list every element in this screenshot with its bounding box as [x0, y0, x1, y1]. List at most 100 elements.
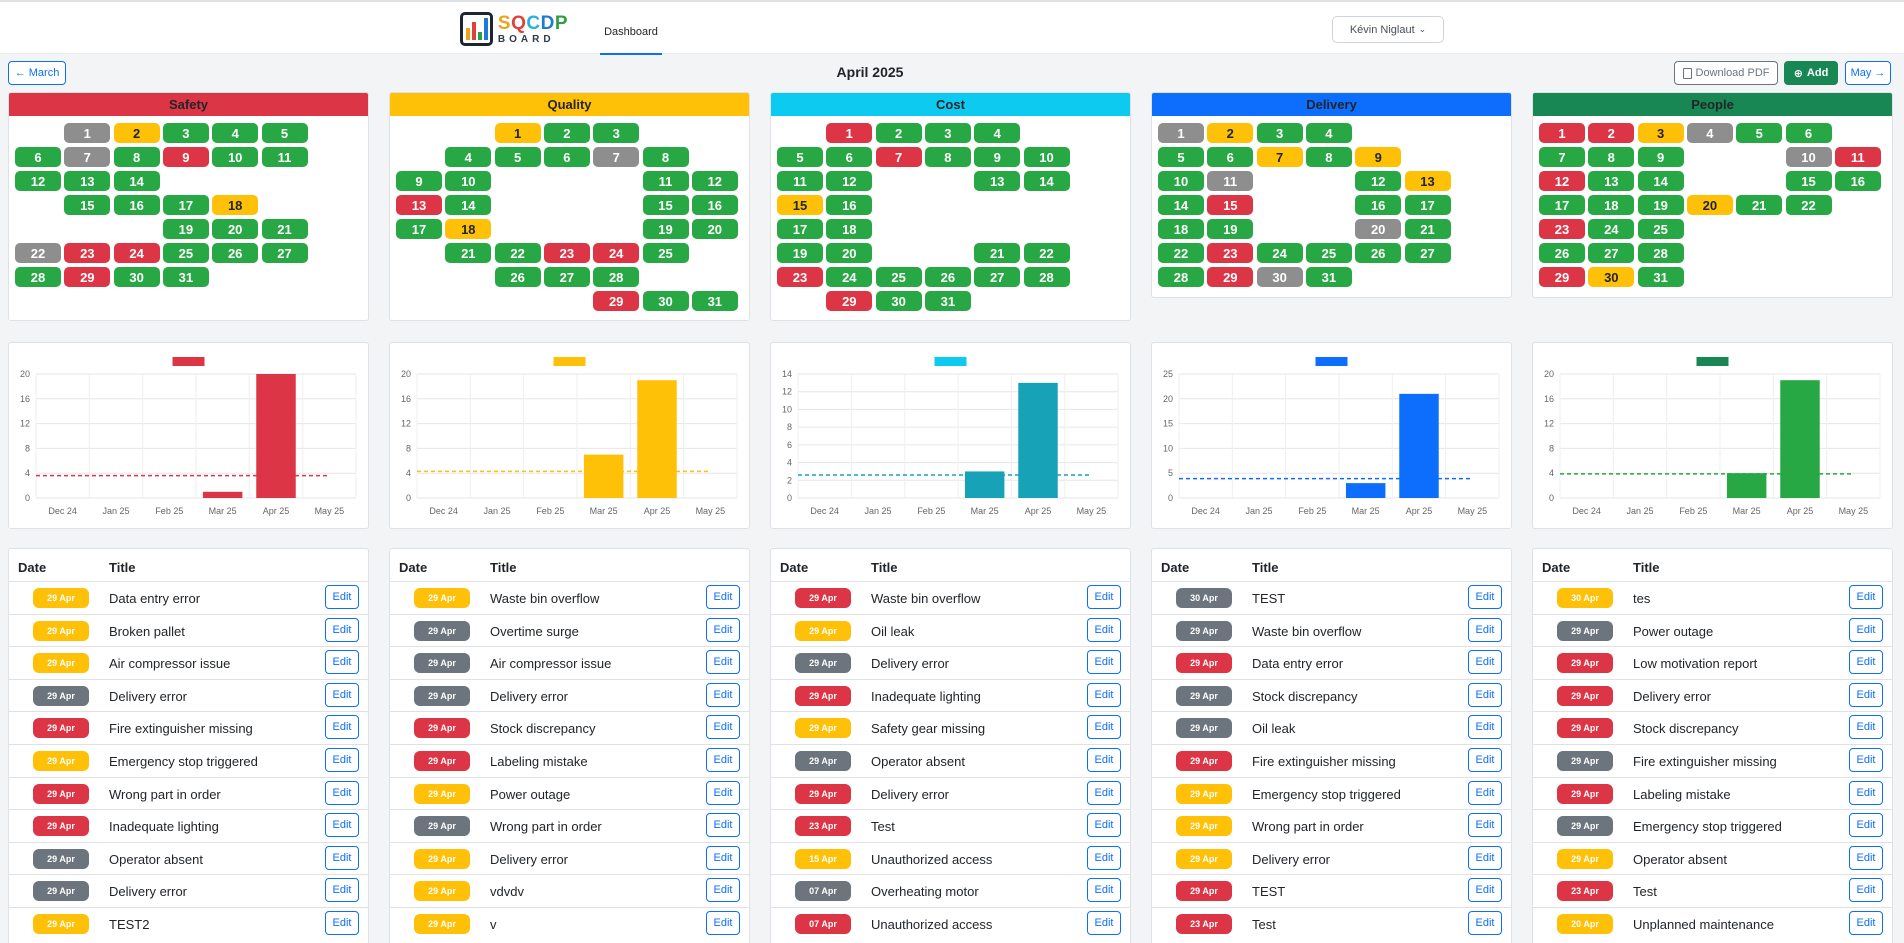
calendar-day[interactable]: 16: [1833, 170, 1882, 192]
edit-button[interactable]: Edit: [1087, 617, 1121, 642]
calendar-day[interactable]: 23: [1206, 242, 1255, 264]
edit-button[interactable]: Edit: [325, 715, 359, 740]
calendar-day[interactable]: 11: [641, 170, 690, 192]
calendar-day[interactable]: 28: [1022, 266, 1071, 288]
calendar-day[interactable]: 30: [112, 266, 161, 288]
next-month-button[interactable]: May →: [1845, 61, 1891, 85]
calendar-day[interactable]: 14: [444, 194, 493, 216]
calendar-day[interactable]: 12: [1354, 170, 1403, 192]
edit-button[interactable]: Edit: [706, 682, 740, 707]
calendar-day[interactable]: 18: [825, 218, 874, 240]
calendar-day[interactable]: 19: [776, 242, 824, 264]
calendar-day[interactable]: 5: [260, 122, 309, 144]
calendar-day[interactable]: 28: [1157, 266, 1205, 288]
calendar-day[interactable]: 15: [1206, 194, 1255, 216]
calendar-day[interactable]: 3: [161, 122, 210, 144]
calendar-day[interactable]: 12: [825, 170, 874, 192]
calendar-day[interactable]: 30: [641, 290, 690, 312]
calendar-day[interactable]: 3: [1636, 122, 1685, 144]
calendar-day[interactable]: 11: [1833, 146, 1882, 168]
calendar-day[interactable]: 18: [444, 218, 493, 240]
calendar-day[interactable]: 16: [112, 194, 161, 216]
calendar-day[interactable]: 7: [1255, 146, 1304, 168]
edit-button[interactable]: Edit: [1087, 780, 1121, 805]
calendar-day[interactable]: 1: [1538, 122, 1586, 144]
sqcdp-logo[interactable]: SQCDP BOARD: [460, 10, 568, 48]
calendar-day[interactable]: 3: [923, 122, 972, 144]
calendar-day[interactable]: 11: [776, 170, 824, 192]
calendar-day[interactable]: 25: [874, 266, 923, 288]
calendar-day[interactable]: 4: [1685, 122, 1734, 144]
edit-button[interactable]: Edit: [706, 813, 740, 838]
calendar-day[interactable]: 6: [825, 146, 874, 168]
calendar-day[interactable]: 14: [1157, 194, 1205, 216]
calendar-day[interactable]: 16: [1354, 194, 1403, 216]
edit-button[interactable]: Edit: [706, 748, 740, 772]
calendar-day[interactable]: 20: [1685, 194, 1734, 216]
calendar-day[interactable]: 25: [161, 242, 210, 264]
edit-button[interactable]: Edit: [1087, 845, 1121, 870]
calendar-day[interactable]: 4: [1304, 122, 1353, 144]
calendar-day[interactable]: 2: [542, 122, 591, 144]
edit-button[interactable]: Edit: [706, 878, 740, 903]
calendar-day[interactable]: 17: [1538, 194, 1586, 216]
edit-button[interactable]: Edit: [1468, 911, 1502, 935]
calendar-day[interactable]: 21: [444, 242, 493, 264]
calendar-day[interactable]: 15: [1784, 170, 1833, 192]
calendar-day[interactable]: 14: [1022, 170, 1071, 192]
add-button[interactable]: ⊕ Add: [1784, 61, 1838, 85]
calendar-day[interactable]: 11: [1206, 170, 1255, 192]
calendar-day[interactable]: 28: [1636, 242, 1685, 264]
edit-button[interactable]: Edit: [1849, 878, 1883, 903]
calendar-day[interactable]: 1: [63, 122, 112, 144]
calendar-day[interactable]: 10: [444, 170, 493, 192]
calendar-day[interactable]: 9: [1636, 146, 1685, 168]
edit-button[interactable]: Edit: [1849, 650, 1883, 675]
calendar-day[interactable]: 2: [874, 122, 923, 144]
edit-button[interactable]: Edit: [706, 617, 740, 642]
calendar-day[interactable]: 13: [1587, 170, 1636, 192]
calendar-day[interactable]: 10: [1784, 146, 1833, 168]
calendar-day[interactable]: 8: [1304, 146, 1353, 168]
calendar-day[interactable]: 10: [1022, 146, 1071, 168]
calendar-day[interactable]: 21: [260, 218, 309, 240]
edit-button[interactable]: Edit: [706, 845, 740, 870]
calendar-day[interactable]: 1: [825, 122, 874, 144]
calendar-day[interactable]: 6: [542, 146, 591, 168]
calendar-day[interactable]: 17: [395, 218, 443, 240]
calendar-day[interactable]: 14: [112, 170, 161, 192]
calendar-day[interactable]: 31: [1636, 266, 1685, 288]
calendar-day[interactable]: 24: [825, 266, 874, 288]
edit-button[interactable]: Edit: [325, 585, 359, 609]
edit-button[interactable]: Edit: [706, 911, 740, 935]
calendar-day[interactable]: 24: [1587, 218, 1636, 240]
calendar-day[interactable]: 19: [1206, 218, 1255, 240]
calendar-day[interactable]: 3: [592, 122, 641, 144]
edit-button[interactable]: Edit: [325, 780, 359, 805]
calendar-day[interactable]: 22: [1784, 194, 1833, 216]
calendar-day[interactable]: 15: [776, 194, 824, 216]
calendar-day[interactable]: 20: [211, 218, 260, 240]
calendar-day[interactable]: 27: [260, 242, 309, 264]
calendar-day[interactable]: 9: [161, 146, 210, 168]
edit-button[interactable]: Edit: [1468, 748, 1502, 772]
calendar-day[interactable]: 2: [112, 122, 161, 144]
calendar-day[interactable]: 27: [973, 266, 1022, 288]
calendar-day[interactable]: 17: [776, 218, 824, 240]
calendar-day[interactable]: 30: [1587, 266, 1636, 288]
calendar-day[interactable]: 19: [641, 218, 690, 240]
calendar-day[interactable]: 30: [874, 290, 923, 312]
calendar-day[interactable]: 26: [493, 266, 542, 288]
calendar-day[interactable]: 14: [1636, 170, 1685, 192]
calendar-day[interactable]: 19: [161, 218, 210, 240]
calendar-day[interactable]: 7: [592, 146, 641, 168]
edit-button[interactable]: Edit: [1849, 845, 1883, 870]
calendar-day[interactable]: 12: [1538, 170, 1586, 192]
edit-button[interactable]: Edit: [1849, 617, 1883, 642]
edit-button[interactable]: Edit: [325, 682, 359, 707]
nav-tab-dashboard[interactable]: Dashboard: [600, 10, 662, 55]
calendar-day[interactable]: 5: [776, 146, 824, 168]
calendar-day[interactable]: 24: [1255, 242, 1304, 264]
calendar-day[interactable]: 24: [112, 242, 161, 264]
calendar-day[interactable]: 9: [1354, 146, 1403, 168]
